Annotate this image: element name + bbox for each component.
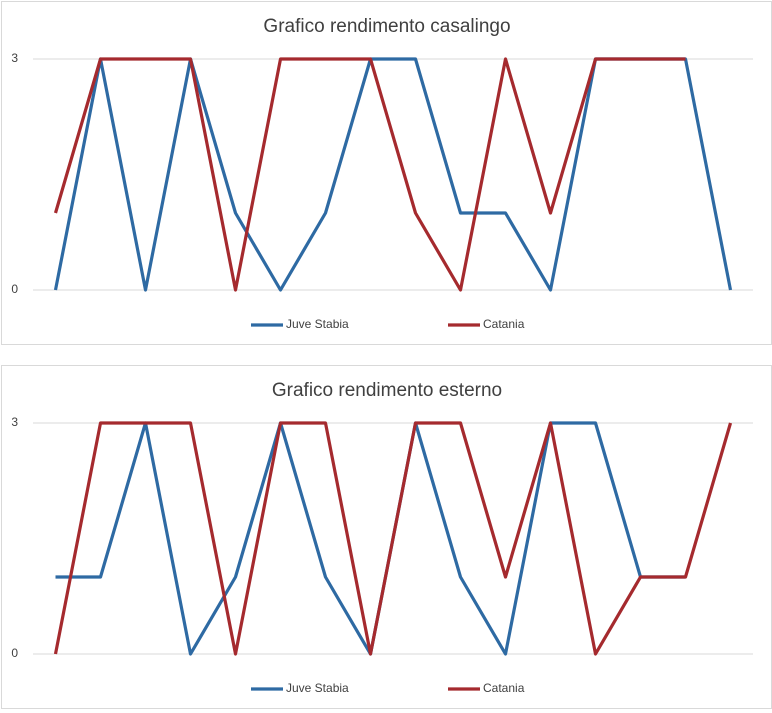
chart-title: Grafico rendimento casalingo bbox=[263, 16, 510, 37]
legend-label: Juve Stabia bbox=[286, 681, 349, 695]
legend-label: Catania bbox=[483, 317, 525, 331]
y-tick-label: 3 bbox=[11, 415, 18, 429]
y-tick-label: 0 bbox=[11, 646, 18, 660]
series-line bbox=[53, 57, 686, 292]
chart-panel: Grafico rendimento esterno 0 3 Juve Stabia C… bbox=[1, 365, 772, 709]
chart: Grafico rendimento esterno 0 3 Juve Stabia C… bbox=[11, 380, 753, 695]
legend-label: Juve Stabia bbox=[286, 317, 349, 331]
legend-label: Catania bbox=[483, 681, 525, 695]
y-tick-label: 3 bbox=[11, 51, 18, 65]
series-line bbox=[53, 57, 733, 292]
series-line bbox=[53, 421, 733, 656]
y-tick-label: 0 bbox=[11, 282, 18, 296]
chart: Grafico rendimento casalingo 0 3 Juve Stabi… bbox=[11, 16, 753, 331]
series-line bbox=[55, 421, 686, 656]
chart-panel: Grafico rendimento casalingo 0 3 Juve Stabi… bbox=[1, 1, 772, 345]
chart-title: Grafico rendimento esterno bbox=[272, 380, 502, 401]
